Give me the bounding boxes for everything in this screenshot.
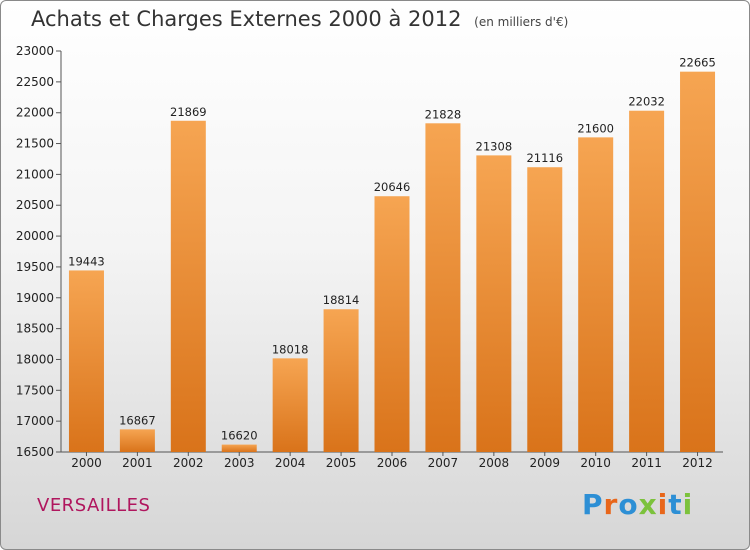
bars — [68, 71, 716, 453]
y-tick-label: 23000 — [16, 44, 54, 58]
data-label-2002: 21869 — [170, 105, 207, 119]
bar-2008 — [476, 155, 512, 453]
x-tick-label: 2000 — [71, 456, 102, 470]
data-label-2012: 22665 — [679, 56, 716, 70]
bar-2009 — [527, 167, 563, 452]
data-label-2006: 20646 — [374, 180, 411, 194]
y-tick-label: 17500 — [16, 383, 54, 397]
data-label-2003: 16620 — [221, 429, 258, 443]
x-tick-label: 2006 — [377, 456, 408, 470]
x-tick-label: 2010 — [580, 456, 611, 470]
data-label-2011: 22032 — [628, 95, 665, 109]
data-label-2005: 18814 — [323, 293, 360, 307]
bar-2012 — [680, 71, 716, 452]
logo-letter: i — [682, 488, 694, 521]
y-tick-label: 18000 — [16, 352, 54, 366]
x-tick-label: 2004 — [275, 456, 306, 470]
logo-letter: t — [668, 488, 683, 521]
y-tick-label: 21500 — [16, 137, 54, 151]
logo-letter: o — [618, 488, 639, 521]
bar-2004 — [272, 358, 308, 452]
chart-title: Achats et Charges Externes 2000 à 2012 (… — [31, 7, 568, 31]
bar-2007 — [425, 123, 461, 453]
bar-2003 — [221, 444, 257, 452]
x-tick-label: 2002 — [173, 456, 204, 470]
logo-letter: r — [603, 488, 619, 521]
x-tick-label: 2001 — [122, 456, 153, 470]
logo-letter: x — [638, 488, 658, 521]
chart-subtitle: (en milliers d'€) — [474, 15, 569, 29]
x-tick-label: 2009 — [529, 456, 560, 470]
data-label-2000: 19443 — [68, 254, 105, 268]
data-label-2008: 21308 — [476, 139, 513, 153]
proxiti-logo[interactable]: Proxiti — [582, 488, 693, 521]
x-tick-label: 2008 — [479, 456, 510, 470]
data-label-2004: 18018 — [272, 342, 309, 356]
y-tick-label: 21000 — [16, 167, 54, 181]
data-label-2010: 21600 — [577, 121, 614, 135]
x-tick-label: 2011 — [631, 456, 662, 470]
y-tick-label: 20500 — [16, 198, 54, 212]
bar-2011 — [629, 110, 665, 453]
x-tick-label: 2005 — [326, 456, 357, 470]
axes: 16500 17000 17500 18000 18500 19000 19500 20000… — [16, 44, 723, 470]
y-tick-label: 18500 — [16, 322, 54, 336]
city-name: VERSAILLES — [37, 495, 151, 516]
logo-letter: P — [582, 488, 604, 521]
y-tick-label: 17000 — [16, 414, 54, 428]
data-label-2001: 16867 — [119, 413, 156, 427]
data-label-2009: 21116 — [526, 151, 563, 165]
bar-2006 — [374, 196, 410, 452]
data-labels: 19443 16867 21869 16620 18018 18814 20646 21828… — [68, 56, 716, 443]
data-label-2007: 21828 — [425, 107, 462, 121]
y-tick-label: 22500 — [16, 75, 54, 89]
y-tick-label: 19000 — [16, 291, 54, 305]
y-tick-label: 16500 — [16, 445, 54, 459]
bar-2010 — [578, 137, 614, 452]
y-tick-label: 20000 — [16, 229, 54, 243]
x-tick-label: 2003 — [224, 456, 255, 470]
y-tick-label: 22000 — [16, 106, 54, 120]
chart-title-text: Achats et Charges Externes 2000 à 2012 — [31, 7, 462, 31]
bar-2002 — [170, 120, 206, 453]
bar-2000 — [68, 270, 104, 452]
bar-2005 — [323, 309, 359, 452]
x-tick-label: 2012 — [682, 456, 713, 470]
bar-2001 — [119, 429, 155, 452]
logo-letter: i — [657, 488, 669, 521]
x-tick-label: 2007 — [428, 456, 459, 470]
y-tick-label: 19500 — [16, 260, 54, 274]
